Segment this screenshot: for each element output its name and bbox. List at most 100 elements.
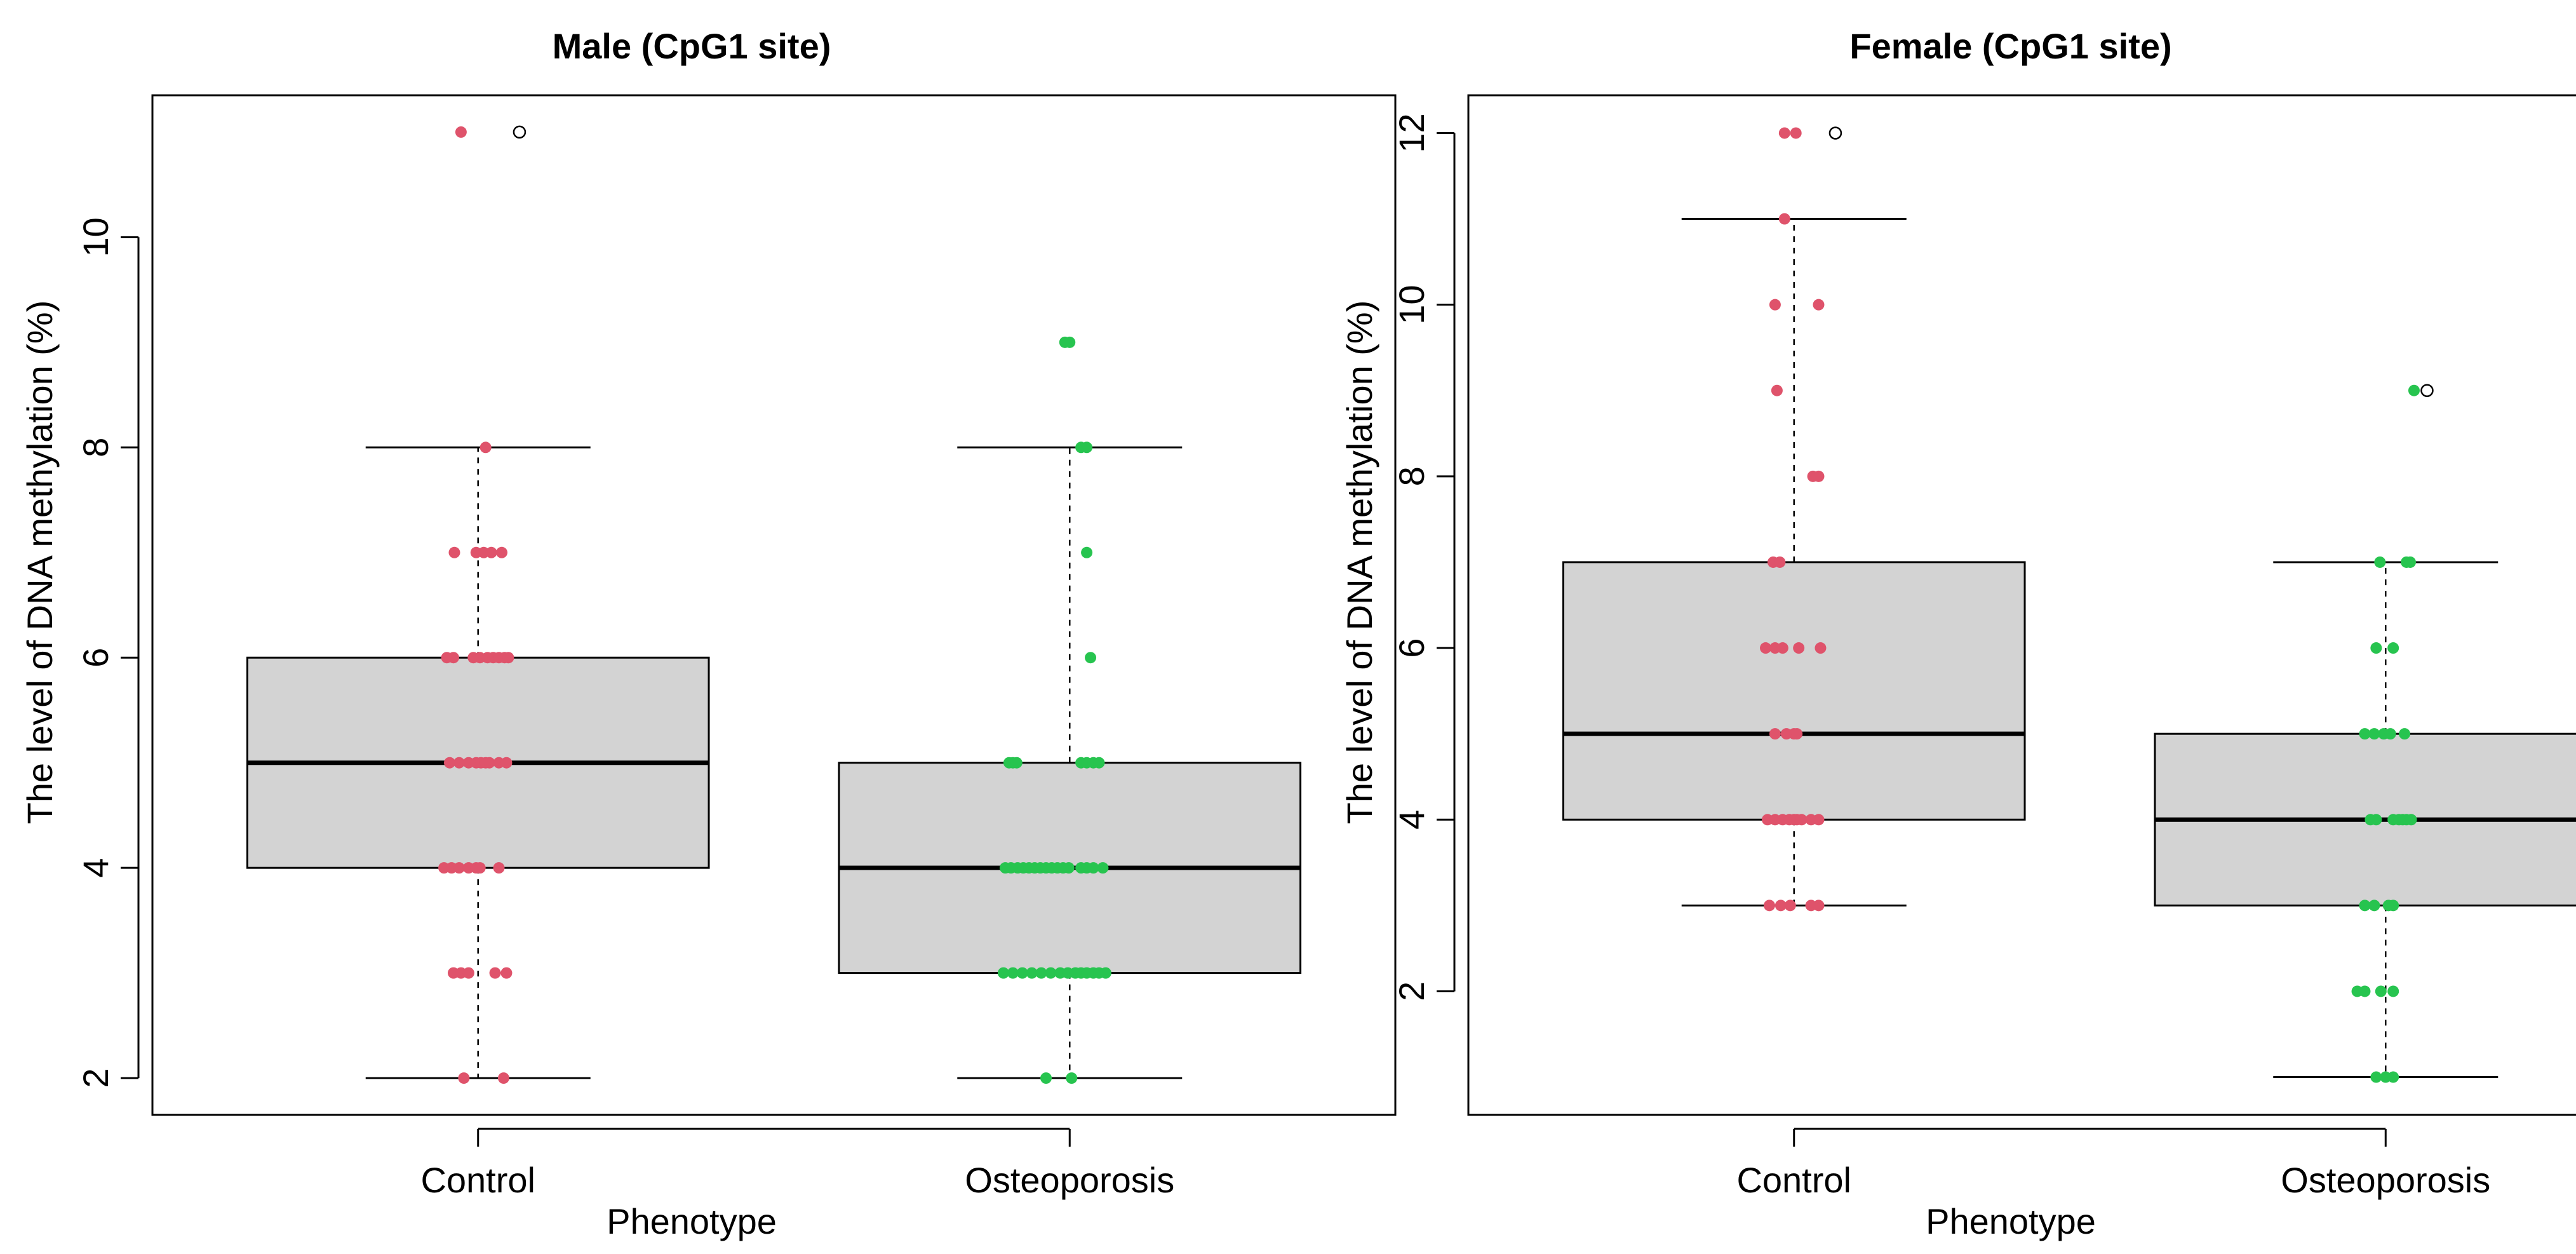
- male-control-data-point: [453, 862, 465, 874]
- male-control-data-point: [462, 967, 474, 979]
- female-chart-title: Female (CpG1 site): [1849, 26, 2171, 66]
- female-control-data-point: [1793, 642, 1805, 654]
- female-osteoporosis-data-point: [2368, 728, 2380, 740]
- female-control-data-point: [1769, 728, 1781, 740]
- female-osteoporosis-data-point: [2387, 1071, 2399, 1083]
- female-osteoporosis-data-point: [2370, 814, 2382, 826]
- female-y-tick-label: 2: [1392, 981, 1432, 1001]
- male-control-data-point: [483, 757, 495, 769]
- male-control-data-point: [497, 1072, 509, 1084]
- female-osteoporosis-data-point: [2384, 728, 2396, 740]
- male-control-data-point: [489, 967, 501, 979]
- male-osteoporosis-data-point: [1087, 862, 1099, 874]
- male-control-outlier: [513, 125, 527, 139]
- female-y-tick-label: 10: [1392, 285, 1432, 324]
- male-control-data-point: [474, 862, 486, 874]
- male-control-data-point: [458, 1072, 470, 1084]
- male-control-data-point: [455, 126, 467, 138]
- female-control-data-point: [1763, 900, 1775, 912]
- female-y-tick-label: 4: [1392, 810, 1432, 830]
- male-panel: Male (CpG1 site) Phenotype The level of …: [20, 26, 1397, 1241]
- male-osteoporosis-data-point: [1093, 757, 1105, 769]
- female-y-axis-label: The level of DNA methylation (%): [1339, 300, 1379, 825]
- male-osteoporosis-data-point: [1016, 967, 1028, 979]
- female-osteoporosis-data-point: [2370, 1071, 2382, 1083]
- female-osteoporosis-data-point: [2374, 556, 2386, 568]
- female-y-tick-label: 8: [1392, 466, 1432, 486]
- female-y-tick-label: 12: [1392, 113, 1432, 152]
- male-y-tick-label: 2: [76, 1069, 116, 1088]
- female-control-data-point: [1813, 814, 1825, 826]
- male-control-data-point: [447, 652, 459, 664]
- female-osteoporosis-data-point: [2375, 985, 2387, 997]
- male-x-tick-label-osteoporosis: Osteoporosis: [965, 1160, 1174, 1200]
- female-control-data-point: [1776, 642, 1788, 654]
- male-y-tick-label: 4: [76, 858, 116, 878]
- male-y-tick-label: 6: [76, 648, 116, 668]
- female-osteoporosis-data-point: [2387, 642, 2399, 654]
- male-control-data-point: [485, 546, 497, 558]
- female-control-data-point: [1760, 642, 1772, 654]
- female-control-data-point: [1790, 127, 1802, 139]
- male-chart-title: Male (CpG1 site): [553, 26, 831, 66]
- female-osteoporosis-data-point: [2359, 900, 2371, 912]
- male-osteoporosis-data-point: [1097, 862, 1109, 874]
- female-control-data-point: [1815, 642, 1827, 654]
- male-control-data-point: [502, 652, 514, 664]
- male-osteoporosis-data-point: [1026, 967, 1038, 979]
- female-osteoporosis-data-point: [2368, 900, 2380, 912]
- female-control-data-point: [1769, 299, 1781, 311]
- female-x-axis-label: Phenotype: [1926, 1201, 2096, 1241]
- female-osteoporosis-data-point: [2408, 384, 2420, 396]
- male-osteoporosis-data-point: [1081, 442, 1093, 454]
- female-osteoporosis-data-point: [2405, 814, 2417, 826]
- male-plot-frame: [151, 94, 1397, 1116]
- male-y-tick-label: 8: [76, 438, 116, 457]
- male-osteoporosis-data-point: [1099, 967, 1111, 979]
- female-control-data-point: [1778, 213, 1790, 225]
- female-control-data-point: [1784, 900, 1796, 912]
- female-x-tick-label-osteoporosis: Osteoporosis: [2281, 1160, 2490, 1200]
- female-control-data-point: [1791, 728, 1803, 740]
- female-control-outlier: [1828, 126, 1842, 140]
- male-axes: 2 4 6 8 10 Control Osteoporosis: [76, 217, 1174, 1200]
- female-control-data-point: [1813, 900, 1825, 912]
- female-control-data-point: [1778, 127, 1790, 139]
- male-control-data-point: [500, 967, 513, 979]
- male-osteoporosis-data-point: [1064, 336, 1076, 348]
- male-osteoporosis-data-point: [1066, 1072, 1078, 1084]
- female-plot-frame: [1467, 94, 2576, 1116]
- female-control-data-point: [1813, 299, 1825, 311]
- male-plot-data: [246, 125, 1302, 1084]
- male-osteoporosis-data-point: [997, 967, 1009, 979]
- female-axes: 2 4 6 8 10 12 Control Osteoporosis: [1392, 113, 2490, 1200]
- male-osteoporosis-data-point: [1007, 967, 1019, 979]
- female-plot-data: [1562, 126, 2576, 1083]
- male-osteoporosis-data-point: [1081, 546, 1093, 558]
- male-control-data-point: [480, 442, 492, 454]
- female-osteoporosis-data-point: [2387, 900, 2399, 912]
- male-osteoporosis-data-point: [1035, 967, 1047, 979]
- female-osteoporosis-data-point: [2387, 985, 2399, 997]
- female-osteoporosis-data-point: [2359, 985, 2371, 997]
- male-control-data-point: [495, 546, 507, 558]
- female-osteoporosis-data-point: [2399, 728, 2411, 740]
- female-osteoporosis-data-point: [2359, 728, 2371, 740]
- male-control-data-point: [453, 757, 465, 769]
- male-control-data-point: [444, 757, 456, 769]
- male-x-tick-label-control: Control: [420, 1160, 535, 1200]
- male-control-data-point: [493, 862, 505, 874]
- female-control-data-point: [1774, 556, 1786, 568]
- female-osteoporosis-data-point: [2370, 642, 2382, 654]
- male-control-data-point: [500, 757, 513, 769]
- male-osteoporosis-data-point: [1045, 967, 1057, 979]
- female-control-data-point: [1813, 470, 1825, 482]
- female-x-tick-label-control: Control: [1736, 1160, 1851, 1200]
- female-control-data-point: [1774, 900, 1787, 912]
- female-control-data-point: [1771, 384, 1783, 396]
- male-x-axis-label: Phenotype: [607, 1201, 777, 1241]
- female-panel: Female (CpG1 site) Phenotype The level o…: [1339, 26, 2576, 1241]
- male-y-tick-label: 10: [76, 217, 116, 257]
- male-osteoporosis-data-point: [1010, 757, 1023, 769]
